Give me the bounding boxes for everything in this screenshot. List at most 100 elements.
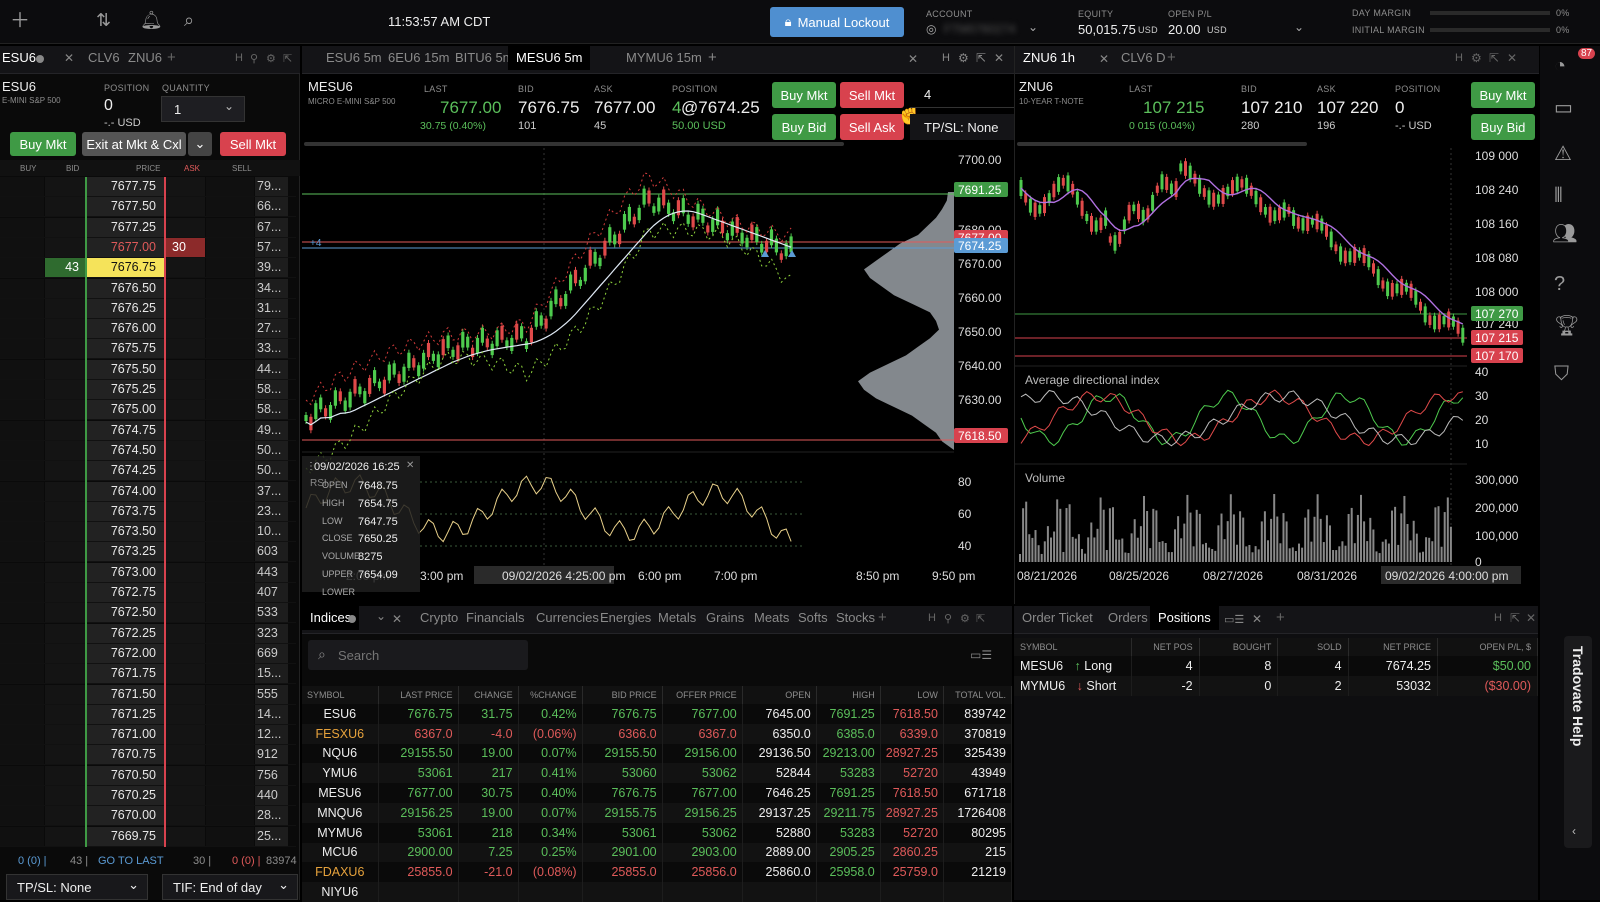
candle[interactable] xyxy=(1263,207,1267,215)
candle[interactable] xyxy=(422,352,426,369)
buy-cell[interactable] xyxy=(0,420,44,440)
tab-crypto[interactable]: Crypto xyxy=(420,610,459,625)
candle[interactable] xyxy=(765,240,769,253)
price-cell[interactable]: 7675.75 xyxy=(86,339,164,359)
sell-cell[interactable] xyxy=(206,380,254,399)
bid-cell[interactable] xyxy=(45,542,85,562)
buy-cell[interactable] xyxy=(0,562,44,582)
buy-cell[interactable] xyxy=(0,826,44,846)
buy-cell[interactable] xyxy=(0,623,44,643)
search-icon[interactable]: ⌕ xyxy=(184,10,195,30)
candle[interactable] xyxy=(328,405,333,420)
candle[interactable] xyxy=(1184,161,1187,176)
candle[interactable] xyxy=(1090,215,1093,232)
candle[interactable] xyxy=(368,377,372,394)
pin-icon[interactable]: ⚲ xyxy=(250,53,259,65)
price-cell[interactable]: 7672.00 xyxy=(86,643,164,663)
sell-cell[interactable] xyxy=(206,765,254,785)
close-icon[interactable]: ✕ xyxy=(1099,52,1110,66)
sell-cell[interactable] xyxy=(206,826,254,846)
buy-cell[interactable] xyxy=(0,197,44,217)
activity-icon[interactable]: ◔ xyxy=(1554,55,1567,77)
position-col-header[interactable]: SYMBOL xyxy=(1014,638,1132,656)
price-cell[interactable]: 7672.75 xyxy=(86,583,164,602)
candle[interactable] xyxy=(1061,177,1065,186)
price-cell[interactable]: 7675.25 xyxy=(86,380,164,399)
candle[interactable] xyxy=(1433,315,1437,330)
buy-cell[interactable] xyxy=(0,725,44,745)
search-box[interactable]: ⌕ xyxy=(308,640,528,670)
candle[interactable] xyxy=(436,354,440,368)
ask-cell[interactable] xyxy=(165,197,205,217)
dom-row[interactable]: 43 7676.75 39... xyxy=(0,258,296,279)
quote-row[interactable]: ESU6 7676.75 31.75 0.42% 7676.75 7677.00 7645.… xyxy=(302,704,1013,724)
tab-orders[interactable]: Orders xyxy=(1108,610,1148,625)
go-to-last-link[interactable]: GO TO LAST xyxy=(98,855,164,867)
quote-col-header[interactable]: HIGH xyxy=(816,686,881,704)
sell-cell[interactable] xyxy=(206,461,254,481)
dom-ladder[interactable]: 7677.75 79... 7677.50 66... 7677.25 67... 7677… xyxy=(0,177,300,847)
ask-cell[interactable] xyxy=(165,481,205,501)
candle[interactable] xyxy=(1226,186,1230,197)
candle[interactable] xyxy=(1310,218,1314,225)
gear-icon[interactable]: ⚙ xyxy=(266,53,276,65)
dom-row[interactable]: 7675.25 58... xyxy=(0,380,296,400)
candle[interactable] xyxy=(333,390,337,406)
add-tab-icon[interactable]: + xyxy=(1276,609,1285,626)
dom-row[interactable]: 7672.25 323 xyxy=(0,623,296,644)
dom-row[interactable]: 7670.25 440 xyxy=(0,786,296,806)
add-tab-icon[interactable]: + xyxy=(708,49,717,66)
community-icon[interactable]: 👥︎ xyxy=(1552,223,1578,245)
candle[interactable] xyxy=(539,315,543,326)
candle[interactable] xyxy=(1306,215,1310,231)
buy-cell[interactable] xyxy=(0,461,44,481)
candle[interactable] xyxy=(1372,263,1375,274)
buy-cell[interactable] xyxy=(0,603,44,623)
price-cell[interactable]: 7676.50 xyxy=(86,278,164,298)
dom-row[interactable]: 7674.25 50... xyxy=(0,461,296,482)
quote-row[interactable]: NIYU6 xyxy=(302,882,1013,902)
chart-quantity-input[interactable]: 4 xyxy=(910,82,1026,108)
candle[interactable] xyxy=(1127,204,1131,221)
close-icon[interactable]: ✕ xyxy=(64,51,75,65)
gear-icon[interactable]: ⚙ xyxy=(958,51,969,65)
bid-cell[interactable] xyxy=(45,481,85,501)
bid-cell[interactable] xyxy=(45,745,85,765)
ask-cell[interactable] xyxy=(165,643,205,663)
quantity-input[interactable]: 1 ⌄ xyxy=(161,96,245,122)
buy-cell[interactable] xyxy=(0,217,44,237)
candle[interactable] xyxy=(608,227,612,243)
candle[interactable] xyxy=(1259,197,1263,213)
candle[interactable] xyxy=(520,326,524,339)
buy-cell[interactable] xyxy=(0,359,44,379)
price-cell[interactable]: 7671.75 xyxy=(86,664,164,684)
dom-row[interactable]: 7670.00 28... xyxy=(0,806,296,827)
buy-cell[interactable] xyxy=(0,319,44,339)
ask-cell[interactable] xyxy=(165,217,205,237)
dom-row[interactable]: 7674.50 50... xyxy=(0,440,296,461)
candle[interactable] xyxy=(461,331,465,348)
sell-cell[interactable] xyxy=(206,542,254,562)
chevron-down-icon[interactable]: ⌄ xyxy=(376,609,387,623)
tab-6eu6-15m[interactable]: 6EU6 15m xyxy=(388,50,450,65)
candle[interactable] xyxy=(1043,197,1046,214)
sell-cell[interactable] xyxy=(206,501,254,521)
buy-cell[interactable] xyxy=(0,583,44,602)
candle[interactable] xyxy=(769,229,774,246)
buy-cell[interactable] xyxy=(0,258,44,278)
candle[interactable] xyxy=(578,279,582,286)
price-cell[interactable]: 7674.50 xyxy=(86,440,164,460)
layout-toggle-icon[interactable]: ▭☰ xyxy=(1224,614,1245,626)
bid-cell[interactable] xyxy=(45,522,85,542)
position-row[interactable]: MESU6 ↑ Long 4 8 4 7674.25 $50.00 xyxy=(1014,656,1539,676)
quote-col-header[interactable]: %CHANGE xyxy=(518,686,583,704)
bid-cell[interactable] xyxy=(45,380,85,399)
sell-cell[interactable] xyxy=(206,400,254,420)
position-row[interactable]: MYMU6 ↓ Short -2 0 2 53032 ($30.00) xyxy=(1014,676,1539,696)
header-icon[interactable]: H xyxy=(1494,612,1502,624)
chart-sell-mkt-button[interactable]: Sell Mkt xyxy=(840,82,904,108)
price-cell[interactable]: 7671.25 xyxy=(86,704,164,724)
candle[interactable] xyxy=(1113,235,1117,251)
candle[interactable] xyxy=(338,391,342,402)
bell-icon[interactable]: 🔔︎ xyxy=(140,10,163,30)
